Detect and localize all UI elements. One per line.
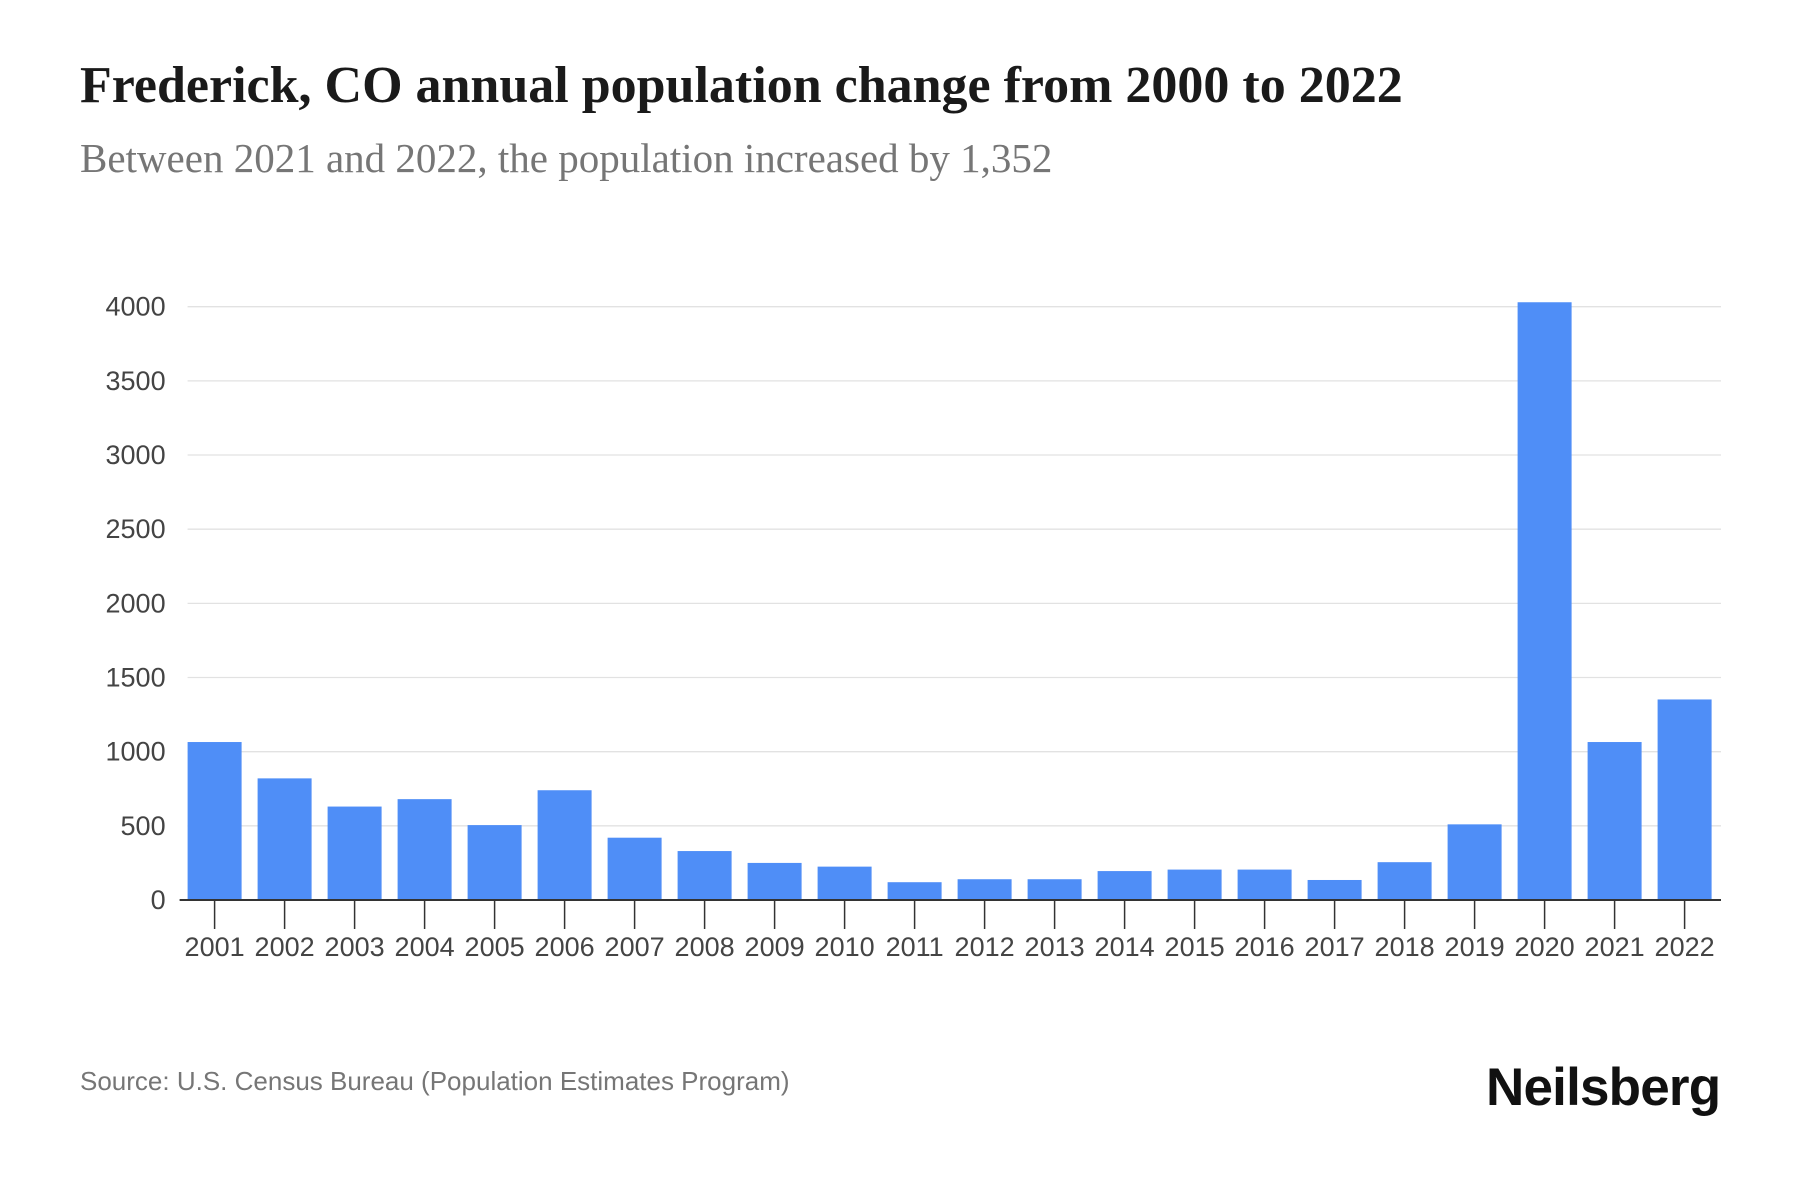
svg-text:2008: 2008 [675,932,735,962]
svg-text:3500: 3500 [106,366,166,396]
svg-text:2016: 2016 [1235,932,1295,962]
svg-text:2001: 2001 [185,932,245,962]
svg-text:2500: 2500 [106,514,166,544]
svg-text:2006: 2006 [535,932,595,962]
svg-text:3000: 3000 [106,440,166,470]
svg-text:2010: 2010 [815,932,875,962]
svg-text:4000: 4000 [106,292,166,322]
svg-text:2013: 2013 [1025,932,1085,962]
svg-text:2017: 2017 [1305,932,1365,962]
svg-text:2018: 2018 [1375,932,1435,962]
svg-text:1500: 1500 [106,663,166,693]
svg-text:2002: 2002 [255,932,315,962]
svg-text:2004: 2004 [395,932,455,962]
svg-text:2000: 2000 [106,588,166,618]
svg-text:2007: 2007 [605,932,665,962]
svg-text:2022: 2022 [1655,932,1715,962]
svg-text:2019: 2019 [1445,932,1505,962]
svg-text:2014: 2014 [1095,932,1155,962]
svg-text:2012: 2012 [955,932,1015,962]
svg-text:1000: 1000 [106,737,166,767]
svg-text:500: 500 [121,811,166,841]
svg-text:2011: 2011 [886,932,944,962]
svg-text:2005: 2005 [465,932,525,962]
svg-text:2009: 2009 [745,932,805,962]
svg-text:2003: 2003 [325,932,385,962]
svg-text:2020: 2020 [1515,932,1575,962]
svg-text:2021: 2021 [1585,932,1645,962]
svg-text:2015: 2015 [1165,932,1225,962]
svg-text:0: 0 [151,885,166,915]
